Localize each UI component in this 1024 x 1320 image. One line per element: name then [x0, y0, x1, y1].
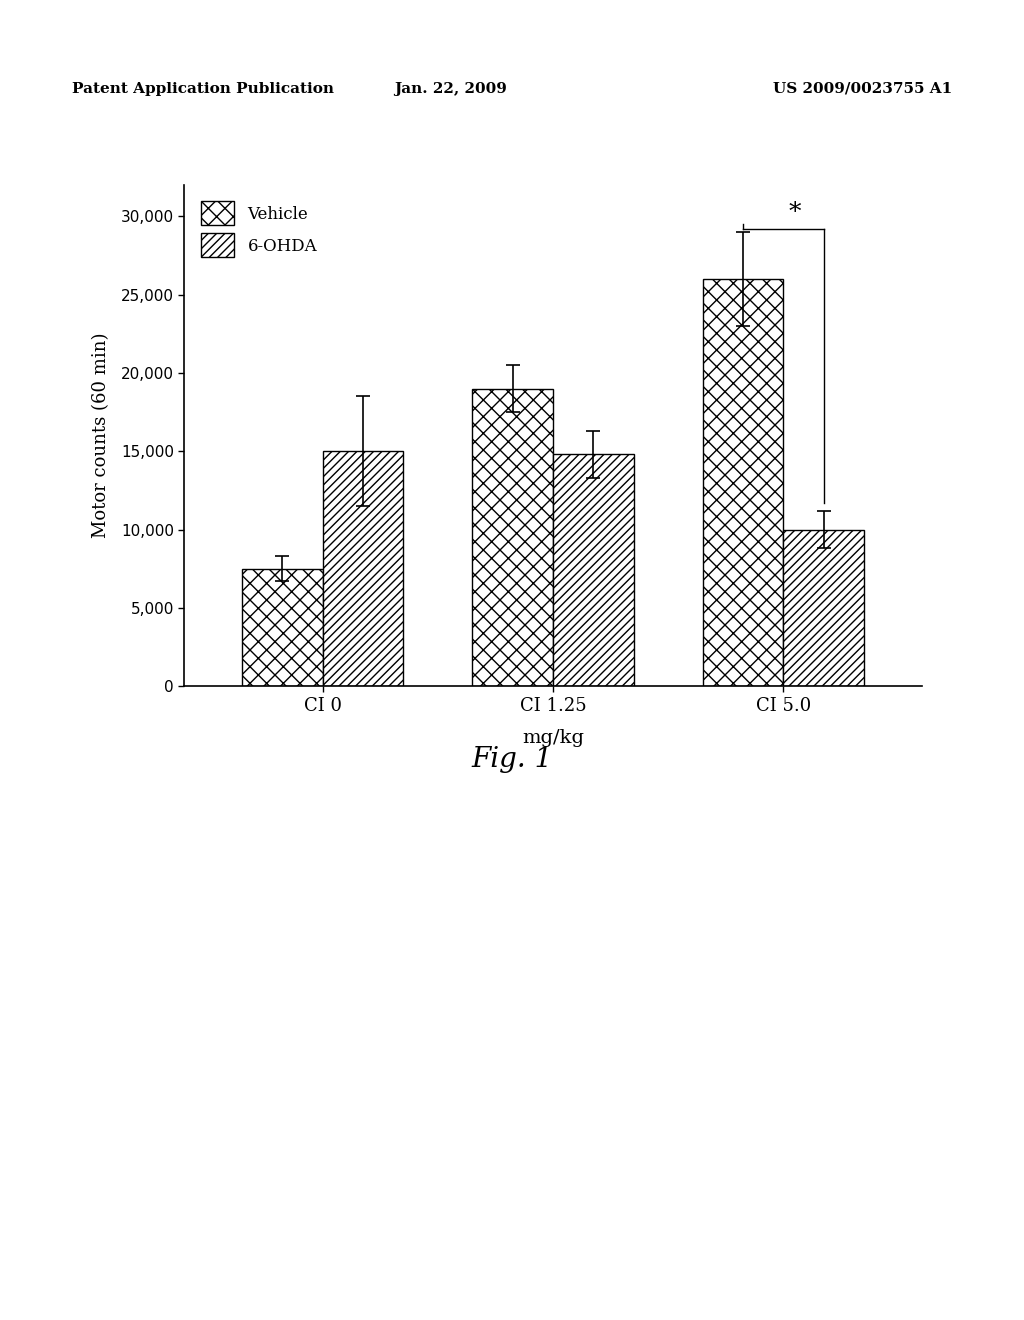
Bar	[702, 279, 783, 686]
Bar	[472, 388, 553, 686]
Text: Patent Application Publication: Patent Application Publication	[72, 82, 334, 96]
Legend: Vehicle, 6-OHDA: Vehicle, 6-OHDA	[193, 193, 326, 265]
Bar	[783, 529, 864, 686]
Y-axis label: Motor counts (60 min): Motor counts (60 min)	[92, 333, 110, 539]
Text: US 2009/0023755 A1: US 2009/0023755 A1	[773, 82, 952, 96]
Bar	[553, 454, 634, 686]
Bar	[242, 569, 323, 686]
Text: Fig. 1: Fig. 1	[471, 746, 553, 772]
X-axis label: mg/kg: mg/kg	[522, 729, 584, 747]
Bar	[323, 451, 403, 686]
Text: *: *	[788, 201, 801, 224]
Text: Jan. 22, 2009: Jan. 22, 2009	[394, 82, 507, 96]
